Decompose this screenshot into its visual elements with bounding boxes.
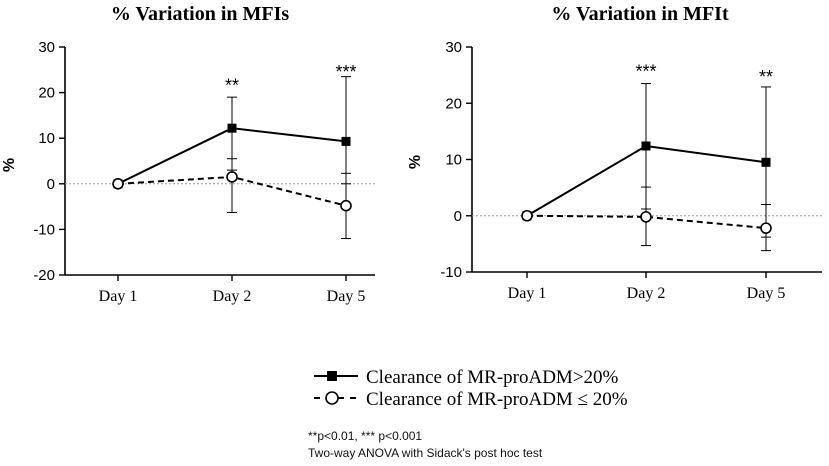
y-axis-label: %: [1, 158, 18, 172]
legend-marker-circle: [325, 391, 339, 405]
series-2: [112, 158, 352, 240]
x-tick-label: Day 2: [627, 285, 666, 302]
chart-title: % Variation in MFIt: [551, 3, 729, 25]
legend: Clearance of MR-proADM>20%Clearance of M…: [314, 367, 628, 410]
chart-title: % Variation in MFIs: [111, 3, 290, 25]
data-point-circle: [760, 222, 772, 234]
footnote: **p<0.01, *** p<0.001 Two-way ANOVA with…: [308, 428, 542, 462]
x-tick-label: Day 1: [99, 288, 138, 305]
significance-annotation: **: [759, 67, 773, 87]
y-tick-label: -20: [33, 267, 55, 284]
data-point-square: [761, 157, 771, 167]
data-point-circle: [226, 171, 238, 183]
y-tick-label: 30: [38, 39, 55, 56]
x-tick-label: Day 5: [747, 285, 786, 302]
legend-label: Clearance of MR-proADM>20%: [366, 367, 619, 388]
data-point-circle: [112, 178, 124, 190]
y-tick-label: 30: [445, 39, 462, 56]
data-point-circle: [521, 209, 533, 222]
y-tick-label: 20: [38, 85, 55, 102]
data-point-circle: [340, 199, 352, 212]
legend-item-2: Clearance of MR-proADM ≤ 20%: [314, 389, 628, 410]
data-point-square: [341, 136, 351, 146]
data-point-square: [227, 123, 237, 133]
x-tick-label: Day 2: [213, 288, 252, 305]
x-tick-label: Day 1: [508, 285, 547, 302]
y-tick-label: -10: [440, 264, 462, 281]
y-tick-label: 0: [47, 176, 55, 193]
significance-annotation: **: [225, 75, 239, 95]
y-tick-label: 10: [445, 152, 462, 169]
series-2: [521, 186, 772, 252]
legend-marker-square: [327, 371, 337, 381]
x-tick-label: Day 5: [327, 288, 366, 305]
y-axis-label: %: [407, 155, 424, 169]
legend-label: Clearance of MR-proADM ≤ 20%: [366, 389, 628, 410]
chart-panel-2: % Variation in MFIt% -10 0 10 20 30 Day 1 Day 2…: [407, 3, 822, 302]
data-point-square: [641, 141, 651, 151]
significance-annotation: ***: [635, 62, 656, 82]
footnote-test: Two-way ANOVA with Sidack's post hoc tes…: [308, 446, 543, 460]
significance-annotation: ***: [335, 62, 356, 82]
y-tick-label: 0: [454, 208, 462, 225]
legend-item-1: Clearance of MR-proADM>20%: [314, 367, 619, 388]
y-tick-label: 20: [445, 95, 462, 112]
y-tick-label: 10: [38, 130, 55, 147]
y-tick-label: -10: [33, 221, 55, 238]
data-point-circle: [640, 211, 652, 223]
footnote-significance: **p<0.01, *** p<0.001: [308, 429, 423, 443]
chart-panel-1: % Variation in MFIs% -20 -10 0 10 20 30 Day 1 Da…: [1, 3, 375, 305]
